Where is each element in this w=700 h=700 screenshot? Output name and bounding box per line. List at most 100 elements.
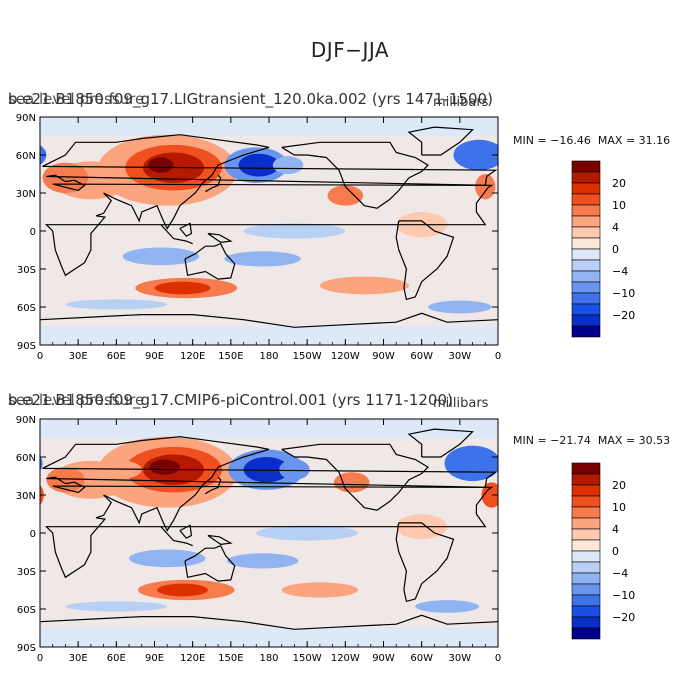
colorbar-swatch [571, 539, 601, 552]
min-max-readout: MIN = −21.74 MAX = 30.53 [513, 434, 670, 447]
colorbar-label: 0 [612, 243, 619, 256]
lon-tick-label: 120W [331, 653, 360, 664]
colorbar-label: 20 [612, 479, 626, 492]
lat-tick-label: 0 [30, 529, 36, 540]
colorbar-label: −4 [612, 567, 628, 580]
colorbar: 20 10 4 0 −4 −10 −20 [571, 462, 635, 640]
negative-anomaly-region [415, 600, 479, 613]
colorbar-swatch [571, 572, 601, 585]
lon-tick-label: 0 [495, 653, 501, 664]
lon-tick-label: 150W [293, 351, 322, 360]
coastline [281, 141, 429, 209]
lat-tick-label: 60S [17, 605, 36, 616]
colorbar-swatch [571, 550, 601, 563]
figure-title: DJF−JJA [310, 38, 390, 62]
positive-anomaly-region [148, 157, 174, 173]
positive-anomaly-region [319, 276, 409, 295]
colorbar-label: −4 [612, 265, 628, 278]
negative-anomaly-region [428, 300, 492, 314]
colorbar-swatch [571, 594, 601, 607]
units-label: millibars [433, 396, 489, 411]
lat-tick-label: 30S [17, 567, 36, 578]
negative-anomaly-region [685, 553, 700, 568]
lat-tick-label: 30N [16, 491, 36, 502]
colorbar-label: 4 [612, 523, 619, 536]
negative-anomaly-region [279, 459, 310, 480]
positive-anomaly-region [46, 467, 85, 493]
lat-tick-label: 60S [17, 303, 36, 314]
lon-tick-label: 90E [145, 653, 164, 664]
coastline [207, 534, 233, 546]
lon-tick-label: 30E [69, 351, 88, 360]
lon-tick-label: 150E [218, 351, 243, 360]
units-label: millibars [433, 95, 489, 110]
lat-tick-label: 90S [17, 341, 36, 352]
contour-field [40, 419, 700, 647]
variable-label: sea level pressure [8, 391, 145, 409]
positive-anomaly-region [281, 582, 359, 598]
colorbar-swatch [571, 627, 601, 640]
max-value: MAX = 30.53 [597, 434, 671, 447]
negative-anomaly-region [227, 553, 299, 569]
positive-anomaly-region [481, 482, 498, 508]
negative-anomaly-region [65, 601, 168, 612]
coastline [179, 222, 193, 237]
min-value: MIN = −16.46 [513, 134, 591, 147]
lat-tick-label: 60N [16, 151, 36, 162]
lat-tick-label: 90S [17, 643, 36, 654]
min-value: MIN = −21.74 [513, 434, 591, 447]
coastline [40, 312, 498, 328]
lon-tick-label: 90W [372, 351, 395, 360]
colorbar-swatch [571, 506, 601, 519]
min-max-readout: MIN = −16.46 MAX = 31.16 [513, 134, 670, 147]
colorbar-label: 10 [612, 501, 626, 514]
max-value: MAX = 31.16 [597, 134, 671, 147]
negative-anomaly-region [40, 455, 43, 471]
lon-tick-label: 0 [495, 351, 501, 360]
negative-anomaly-region [129, 549, 206, 568]
lon-tick-label: 30W [449, 351, 472, 360]
colorbar-label: 20 [612, 177, 626, 190]
positive-anomaly-region [157, 583, 208, 597]
negative-anomaly-region [256, 525, 359, 541]
negative-anomaly-region [238, 153, 280, 177]
lon-tick-label: 180 [259, 351, 278, 360]
case-id-label: b.e21.B1850.f09_g17.LIGtransient_120.0ka… [8, 90, 493, 108]
colorbar-swatch [571, 517, 601, 530]
coastline [407, 126, 474, 156]
lat-tick-label: 30N [16, 189, 36, 200]
negative-anomaly-region [272, 156, 304, 174]
lon-tick-label: 120E [180, 653, 205, 664]
colorbar-label: 4 [612, 221, 619, 234]
coastline [281, 443, 429, 511]
lon-tick-label: 0 [37, 653, 43, 664]
lat-tick-label: 30S [17, 265, 36, 276]
colorbar-swatch [571, 495, 601, 508]
colorbar-swatch [571, 528, 601, 541]
negative-anomaly-region [444, 445, 498, 482]
lon-tick-label: 120W [331, 351, 360, 360]
colorbar-swatch [571, 325, 601, 338]
negative-anomaly-region [65, 299, 168, 310]
coastline [184, 544, 236, 582]
lat-tick-label: 90N [16, 113, 36, 124]
negative-anomaly-region [243, 223, 346, 239]
colorbar-label: 0 [612, 545, 619, 558]
colorbar-label: −20 [612, 611, 635, 624]
positive-anomaly-region [327, 185, 364, 206]
colorbar-label: −10 [612, 589, 635, 602]
lon-tick-label: 90E [145, 351, 164, 360]
case-id-label: b.e21.B1850.f09_g17.CMIP6-piControl.001 … [8, 391, 453, 409]
coastline [205, 476, 222, 495]
positive-anomaly-region [475, 174, 496, 200]
negative-anomaly-region [224, 251, 301, 267]
colorbar-swatch [571, 616, 601, 629]
colorbar-swatch [571, 484, 601, 497]
lon-tick-label: 60W [410, 351, 433, 360]
coastline [160, 526, 193, 547]
colorbar-swatch [571, 583, 601, 596]
positive-anomaly-region [333, 472, 370, 493]
lon-tick-label: 150E [218, 653, 243, 664]
colorbar-swatch [571, 473, 601, 486]
